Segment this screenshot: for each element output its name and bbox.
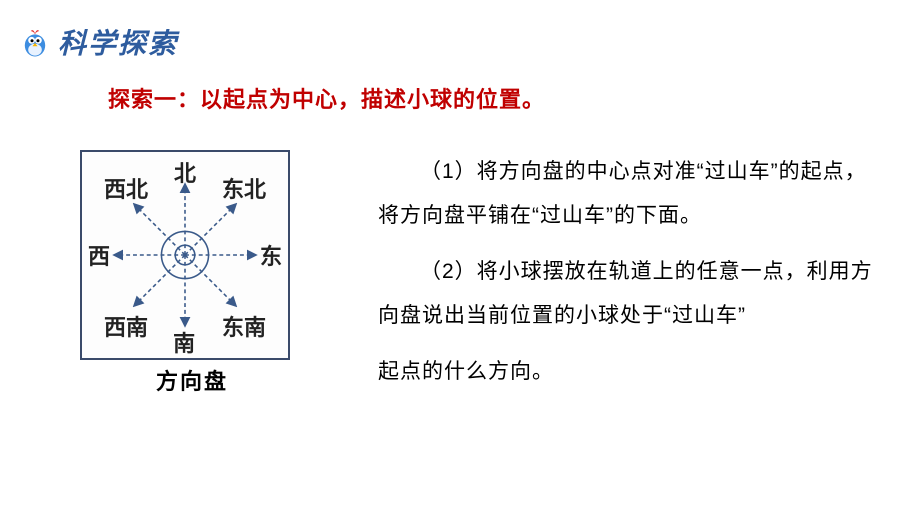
instruction-step-2: （2）将小球摆放在轨道上的任意一点，利用方向盘说出当前位置的小球处于“过山车” — [378, 250, 880, 338]
instruction-step-2-cont: 起点的什么方向。 — [378, 350, 880, 394]
compass-label-northeast: 东北 — [222, 172, 266, 204]
content-row: 北 南 东 西 东北 西北 东南 西南 方向盘 （1）将方向盘的中心点对准“过山… — [0, 150, 920, 396]
compass-caption: 方向盘 — [80, 364, 304, 396]
exploration-subtitle: 探索一：以起点为中心，描述小球的位置。 — [108, 82, 920, 114]
instructions: （1）将方向盘的中心点对准“过山车”的起点，将方向盘平铺在“过山车”的下面。 （… — [304, 150, 920, 396]
instruction-step-1: （1）将方向盘的中心点对准“过山车”的起点，将方向盘平铺在“过山车”的下面。 — [378, 150, 880, 238]
compass-label-northwest: 西北 — [104, 172, 148, 204]
slide-header: 科学探索 — [0, 0, 920, 62]
compass-label-west: 西 — [88, 239, 110, 271]
compass-label-east: 东 — [260, 239, 282, 271]
compass-label-south: 南 — [173, 326, 195, 358]
compass-box: 北 南 东 西 东北 西北 东南 西南 — [80, 150, 290, 360]
header-title: 科学探索 — [58, 22, 178, 62]
compass-block: 北 南 东 西 东北 西北 东南 西南 方向盘 — [80, 150, 304, 396]
compass-label-southeast: 东南 — [222, 310, 266, 342]
compass-label-north: 北 — [174, 156, 196, 188]
compass-label-southwest: 西南 — [104, 310, 148, 342]
mascot-icon — [18, 25, 52, 59]
